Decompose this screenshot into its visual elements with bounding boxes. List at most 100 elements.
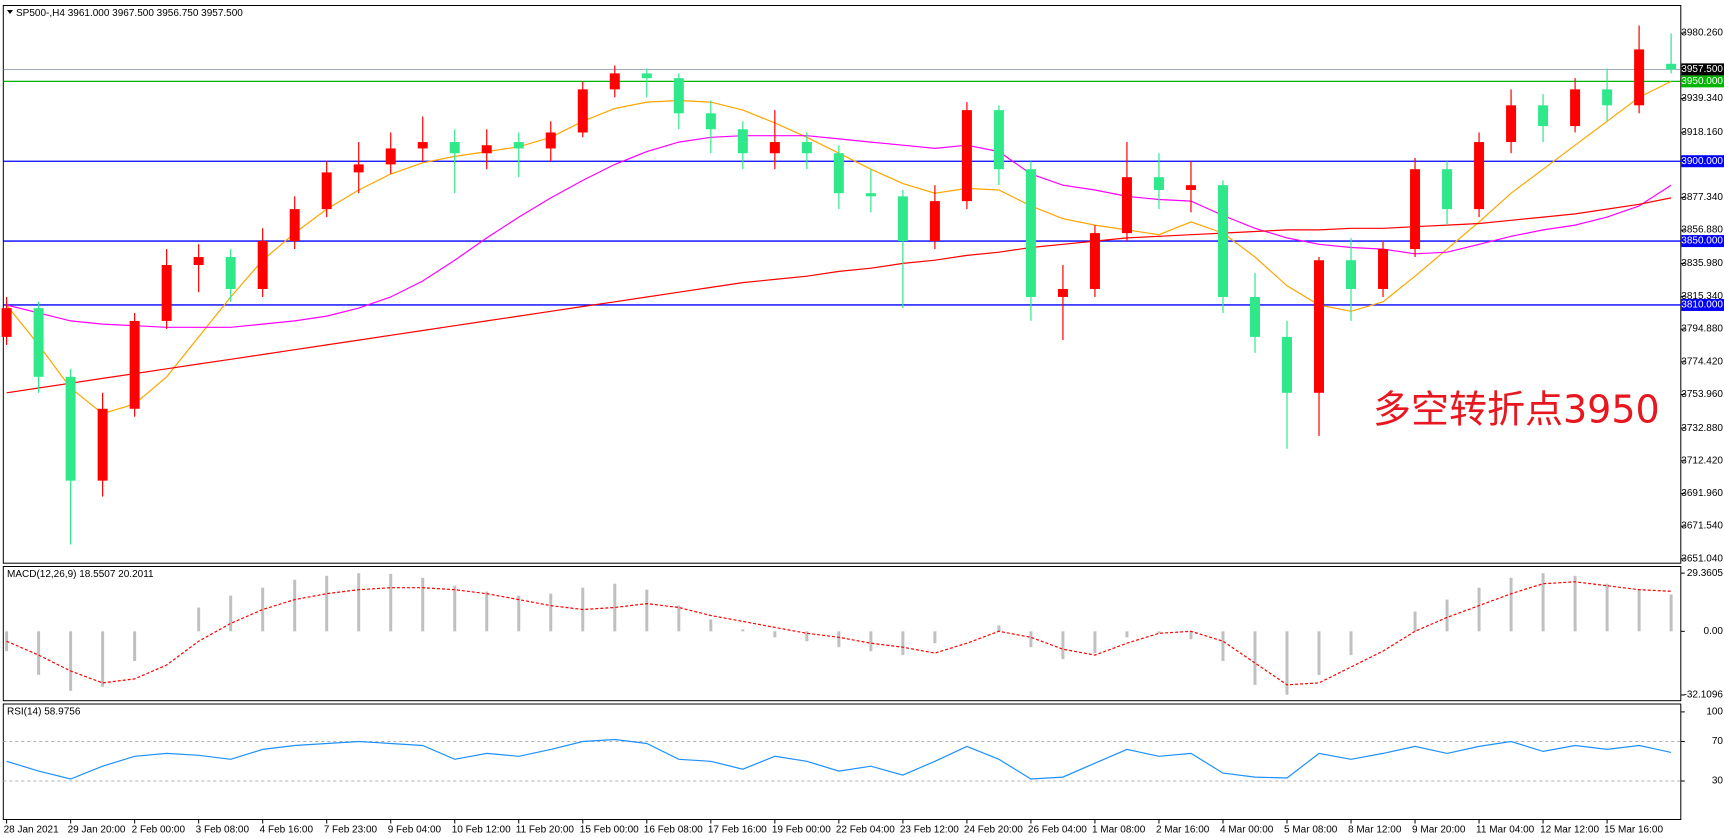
candle-body [1,308,12,337]
panel-title: RSI(14) 58.9756 [7,707,81,718]
annotation: 多空转折点3950 [1373,388,1660,432]
macd-bar [1285,631,1289,695]
macd-bar [1093,631,1097,654]
x-tick-label: 2 Mar 16:00 [1156,825,1210,836]
macd-bar [1189,631,1193,640]
x-tick-label: 7 Feb 23:00 [324,825,378,836]
x-tick-label: 19 Feb 00:00 [772,825,831,836]
macd-bar [1061,631,1065,660]
macd-bar [1029,631,1033,648]
x-tick-label: 3 Feb 08:00 [196,825,250,836]
panel-title: SP500-,H4 3961.000 3967.500 3956.750 395… [16,8,243,19]
x-tick-label: 1 Mar 08:00 [1092,825,1146,836]
candle-body [1506,105,1517,143]
x-tick-label: 11 Feb 20:00 [516,825,575,836]
candle-body [833,153,844,194]
indicator-line [6,581,1672,686]
candle-body [1538,105,1549,127]
y-tick-label: 3671.540 [1681,521,1723,532]
x-tick-label: 2 Feb 00:00 [132,825,186,836]
macd-bar [549,593,553,632]
candle-body [33,308,44,377]
macd-bar [37,631,41,675]
candle-body [1410,169,1421,250]
macd-bar [805,631,809,642]
macd-bar [773,631,777,638]
macd-bar [69,631,73,691]
macd-bar [1125,631,1129,638]
x-tick-label: 11 Mar 04:00 [1476,825,1535,836]
macd-bar [837,631,841,648]
candle-body [609,73,620,90]
rsi-panel [2,703,1682,820]
macd-bar [1637,589,1641,632]
macd-bar [1445,599,1449,632]
level-label-box [1681,155,1724,168]
x-tick-label: 9 Mar 20:00 [1412,825,1466,836]
y-tick-label: 0.00 [1704,626,1724,637]
macd-bar [1317,631,1321,675]
macd-bar [101,631,105,687]
candle-body [353,164,364,173]
macd-bar [485,591,489,632]
x-tick-label: 17 Feb 16:00 [708,825,767,836]
macd-bar [613,583,617,632]
y-tick-label: 30 [1712,776,1724,787]
candle-body [513,142,524,149]
level-label-box [1681,75,1724,88]
indicator-line [6,197,1672,394]
candle-body [1025,169,1036,297]
macd-panel [2,566,1682,702]
y-tick-label: 3774.420 [1681,356,1723,367]
macd-bar [869,631,873,652]
candle-body [737,129,748,154]
y-tick-label: 100 [1706,707,1723,718]
candle-body [1314,260,1325,393]
x-tick-label: 8 Mar 12:00 [1348,825,1402,836]
candle-body [705,113,716,130]
x-tick-label: 23 Feb 12:00 [900,825,959,836]
candle-body [1057,288,1068,297]
candle-body [1089,233,1100,289]
x-tick-label: 24 Feb 20:00 [964,825,1023,836]
candle-body [65,376,76,481]
candle-body [1185,185,1196,190]
candle-body [257,241,268,289]
macd-bar [133,631,137,662]
level-label: 3900.000 [1681,156,1723,167]
macd-bar [293,579,297,632]
level-label-box [1681,235,1724,248]
y-tick-label: 3918.160 [1681,127,1723,138]
candle-body [641,73,652,79]
y-tick-label: 3753.960 [1681,389,1723,400]
macd-bar [1253,631,1257,685]
macd-bar [1509,577,1513,632]
price-label-box [1681,63,1724,76]
level-label-box [1681,298,1724,311]
indicator-line [6,738,1672,780]
x-tick-label: 16 Feb 08:00 [644,825,703,836]
candle-body [225,257,236,289]
candle-body [417,142,428,149]
macd-bar [677,605,681,632]
x-tick-label: 15 Mar 16:00 [1604,825,1663,836]
y-tick-label: 3712.420 [1681,455,1723,466]
macd-bar [1605,583,1609,632]
macd-bar [229,595,233,632]
macd-bar [357,573,361,632]
candle-body [481,145,492,154]
candle-body [97,408,108,481]
candle-body [769,142,780,154]
x-tick-label: 10 Feb 12:00 [452,825,511,836]
macd-bar [1349,631,1353,656]
y-tick-label: 3794.880 [1681,324,1723,335]
macd-bar [933,631,937,644]
macd-bar [741,629,745,632]
candle-body [577,89,588,133]
macd-bar [1573,575,1577,632]
macd-bar [997,625,1001,632]
macd-bar [709,619,713,632]
candle-body [961,110,972,202]
y-tick-label: 3980.260 [1681,28,1723,39]
